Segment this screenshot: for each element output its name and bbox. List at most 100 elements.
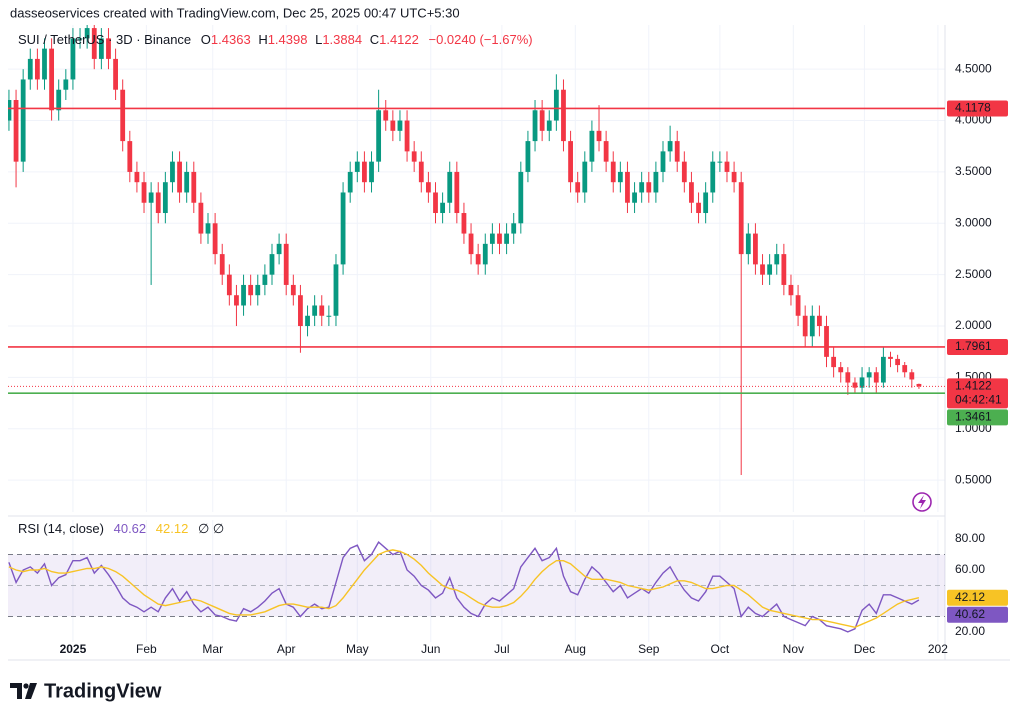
x-tick-label: 202 bbox=[928, 642, 948, 656]
candle-body bbox=[539, 110, 545, 131]
candle-body bbox=[184, 171, 190, 193]
candle-body bbox=[49, 48, 55, 111]
candle-body bbox=[27, 58, 33, 80]
candle-body bbox=[916, 383, 922, 387]
candle-body bbox=[141, 182, 147, 203]
symbol-title: SUI / TetherUS · 3D · Binance bbox=[18, 32, 191, 47]
candle-body bbox=[468, 233, 474, 255]
candle-body bbox=[91, 28, 97, 59]
candle-body bbox=[589, 130, 595, 162]
candle-body bbox=[13, 100, 19, 162]
candle-body bbox=[603, 141, 609, 162]
candle-body bbox=[731, 171, 737, 183]
candle-body bbox=[447, 171, 453, 203]
candle-body bbox=[873, 372, 879, 383]
candle-body bbox=[425, 182, 431, 193]
candle-body bbox=[561, 89, 566, 142]
candle-body bbox=[369, 161, 374, 183]
candle-body bbox=[824, 326, 829, 357]
candle-body bbox=[212, 223, 218, 255]
rsi-tick-label: 60.00 bbox=[955, 562, 985, 576]
candle-body bbox=[106, 38, 111, 59]
candle-body bbox=[859, 377, 865, 388]
legend: SUI / TetherUS · 3D · Binance O1.4363 H1… bbox=[18, 32, 533, 47]
candle-body bbox=[880, 356, 886, 383]
candle-body bbox=[56, 89, 62, 111]
candle-body bbox=[390, 120, 396, 131]
candle-body bbox=[8, 100, 12, 121]
x-tick-label: Aug bbox=[565, 642, 586, 656]
candle-body bbox=[440, 202, 446, 214]
candle-body bbox=[681, 161, 687, 183]
candle-body bbox=[42, 48, 47, 80]
candle-body bbox=[70, 38, 76, 80]
candle-body bbox=[838, 367, 844, 373]
last-price-tag-bg bbox=[947, 378, 1008, 409]
candle-body bbox=[809, 315, 815, 337]
candle-body bbox=[653, 171, 659, 193]
candle-body bbox=[113, 58, 118, 90]
candle-body bbox=[831, 356, 837, 368]
close-value: 1.4122 bbox=[379, 32, 419, 47]
x-tick-label: Jun bbox=[421, 642, 440, 656]
candle-body bbox=[475, 254, 481, 265]
rsi-title: RSI (14, close) bbox=[18, 521, 104, 536]
candle-body bbox=[290, 284, 296, 296]
candle-body bbox=[170, 161, 175, 183]
candle-body bbox=[610, 161, 616, 183]
open-value: 1.4363 bbox=[211, 32, 251, 47]
candle-body bbox=[20, 79, 26, 162]
high-value: 1.4398 bbox=[268, 32, 308, 47]
candle-body bbox=[134, 171, 140, 183]
candle-body bbox=[724, 161, 730, 172]
candle-body bbox=[646, 182, 652, 193]
candle-body bbox=[418, 161, 424, 183]
candle-body bbox=[362, 161, 367, 183]
candle-body bbox=[219, 254, 225, 275]
candle-body bbox=[397, 120, 403, 131]
x-tick-label: Mar bbox=[202, 642, 223, 656]
candle-body bbox=[525, 141, 531, 172]
candle-body bbox=[354, 161, 360, 172]
rsi-ma-value: 42.12 bbox=[156, 521, 189, 536]
candle-body bbox=[305, 315, 310, 327]
candle-body bbox=[788, 284, 794, 296]
x-tick-label: Feb bbox=[136, 642, 157, 656]
candle-body bbox=[497, 233, 502, 244]
y-tick-label: 0.5000 bbox=[955, 472, 992, 486]
level-tag-bg bbox=[947, 409, 1008, 426]
candle-body bbox=[802, 315, 808, 337]
candle-body bbox=[383, 110, 389, 121]
candle-body bbox=[760, 264, 765, 275]
high-label: H bbox=[258, 32, 267, 47]
rsi-tick-label: 80.00 bbox=[955, 531, 985, 545]
rsi-tag: 40.62 bbox=[955, 607, 985, 621]
candle-body bbox=[511, 223, 517, 234]
candle-body bbox=[34, 58, 40, 80]
candle-body bbox=[454, 171, 460, 214]
open-label: O bbox=[201, 32, 211, 47]
candle-body bbox=[639, 182, 645, 193]
rsi-tag-bg bbox=[947, 606, 1008, 623]
candle-body bbox=[312, 305, 318, 316]
candle-body bbox=[781, 254, 787, 285]
candle-body bbox=[241, 284, 246, 306]
candle-body bbox=[546, 120, 552, 131]
candles bbox=[8, 25, 922, 476]
x-tick-label: 2025 bbox=[60, 642, 87, 656]
candle-body bbox=[674, 141, 680, 162]
candle-body bbox=[411, 151, 417, 162]
candle-body bbox=[283, 243, 289, 285]
candle-body bbox=[148, 192, 154, 203]
candle-body bbox=[689, 182, 694, 203]
x-tick-label: May bbox=[346, 642, 369, 656]
candle-body bbox=[234, 295, 239, 306]
candle-body bbox=[248, 284, 254, 296]
candle-body bbox=[333, 264, 339, 316]
candle-body bbox=[717, 161, 723, 163]
candle-body bbox=[489, 233, 495, 244]
footer-brand: TradingView bbox=[44, 680, 162, 702]
candle-body bbox=[433, 192, 438, 214]
